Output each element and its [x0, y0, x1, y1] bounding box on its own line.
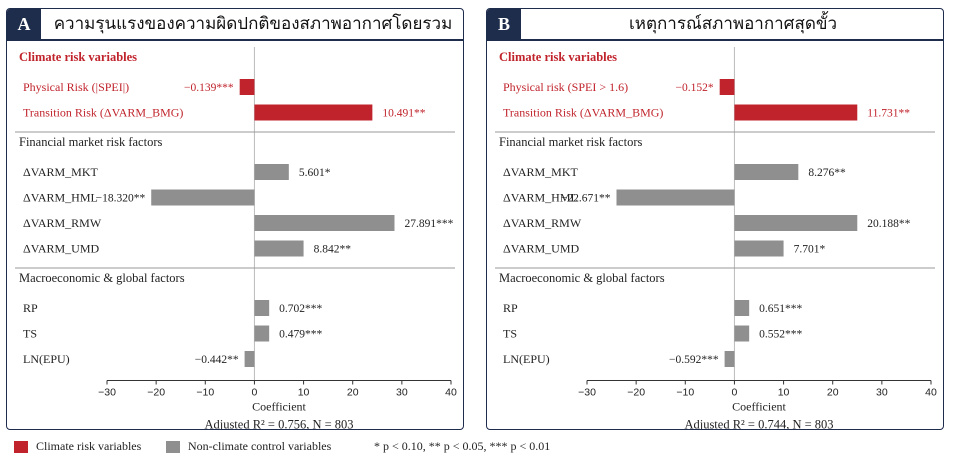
panel-letter-badge: B [487, 9, 521, 39]
legend-swatch-control [166, 441, 180, 453]
value-label: 10.491** [382, 108, 425, 120]
legend: Climate risk variables Non-climate contr… [14, 438, 954, 456]
row-label: ΔVARM_HML [503, 191, 578, 205]
row-label: Transition Risk (ΔVARM_BMG) [23, 106, 183, 120]
coefficient-bar [616, 189, 735, 206]
legend-label-control: Non-climate control variables [188, 439, 332, 453]
x-tick-label: −30 [98, 387, 116, 399]
coefficient-bar [734, 240, 784, 257]
row-label: ΔVARM_HML [23, 191, 98, 205]
value-label: 7.701* [794, 244, 826, 256]
row-label: ΔVARM_UMD [23, 242, 100, 256]
value-label: 11.731** [867, 108, 910, 120]
row-label: Transition Risk (ΔVARM_BMG) [503, 106, 663, 120]
value-label: 0.552*** [759, 329, 802, 341]
group-heading: Financial market risk factors [499, 135, 642, 149]
header-divider [487, 39, 943, 41]
row-label: LN(EPU) [23, 352, 70, 366]
coefficient-bar [151, 189, 255, 206]
value-label: −0.592*** [669, 354, 719, 366]
value-label: 8.842** [314, 244, 352, 256]
coefficient-bar [724, 351, 735, 367]
x-tick-label: −20 [147, 387, 165, 399]
group-heading: Climate risk variables [19, 50, 137, 64]
row-label: ΔVARM_MKT [503, 165, 579, 179]
row-label: RP [503, 301, 518, 315]
x-tick-label: 30 [396, 387, 408, 399]
value-label: −18.320** [96, 193, 146, 205]
value-label: −22.671** [561, 193, 611, 205]
chart-panel-b: B เหตุการณ์สภาพอากาศสุดขั้ว Climate risk… [486, 8, 944, 430]
header-divider [7, 39, 463, 41]
model-fit-footer: Adjusted R² = 0.744, N = 803 [684, 418, 833, 430]
row-label: TS [503, 327, 517, 341]
row-label: Physical risk (SPEI > 1.6) [503, 80, 628, 94]
coefficient-chart-a: Climate risk variables Physical Risk (|SP… [15, 47, 457, 430]
group-heading: Climate risk variables [499, 50, 617, 64]
coefficient-bar [734, 325, 750, 342]
group-heading: Financial market risk factors [19, 135, 162, 149]
row-label: ΔVARM_RMW [503, 216, 582, 230]
coefficient-bar [734, 104, 858, 121]
coefficient-chart-b: Climate risk variables Physical risk (SPE… [495, 47, 937, 430]
coefficient-bar [734, 164, 799, 180]
x-tick-label: 0 [732, 387, 738, 399]
row-label: RP [23, 301, 38, 315]
value-label: 27.891*** [404, 218, 453, 230]
x-tick-label: 20 [347, 387, 359, 399]
value-label: 5.601* [299, 167, 331, 179]
value-label: 8.276** [808, 167, 846, 179]
x-tick-label: −10 [196, 387, 214, 399]
x-axis-title: Coefficient [732, 400, 786, 414]
value-label: 20.188** [867, 218, 910, 230]
panel-letter-badge: A [7, 9, 41, 39]
coefficient-bar [254, 104, 373, 121]
coefficient-bar [239, 79, 255, 95]
panel-title: ความรุนแรงของความผิดปกติของสภาพอากาศโดยร… [53, 14, 453, 34]
row-label: ΔVARM_RMW [23, 216, 102, 230]
panel-header: B เหตุการณ์สภาพอากาศสุดขั้ว [487, 9, 943, 39]
group-heading: Macroeconomic & global factors [499, 271, 665, 285]
coefficient-bar [254, 325, 270, 342]
value-label: 0.479*** [279, 329, 322, 341]
row-label: ΔVARM_MKT [23, 165, 99, 179]
significance-note: * p < 0.10, ** p < 0.05, *** p < 0.01 [374, 439, 551, 453]
row-label: Physical Risk (|SPEI|) [23, 80, 129, 94]
coefficient-bar [734, 300, 750, 316]
coefficient-bar [254, 215, 395, 231]
x-tick-label: −10 [676, 387, 694, 399]
coefficient-bar [244, 351, 255, 367]
coefficient-bar [254, 300, 270, 316]
chart-panel-a: A ความรุนแรงของความผิดปกติของสภาพอากาศโด… [6, 8, 464, 430]
row-label: ΔVARM_UMD [503, 242, 580, 256]
model-fit-footer: Adjusted R² = 0.756, N = 803 [204, 418, 353, 430]
panel-header: A ความรุนแรงของความผิดปกติของสภาพอากาศโด… [7, 9, 463, 39]
group-heading: Macroeconomic & global factors [19, 271, 185, 285]
x-tick-label: −30 [578, 387, 596, 399]
x-tick-label: 30 [876, 387, 888, 399]
x-tick-label: 40 [925, 387, 937, 399]
legend-swatch-climate [14, 441, 28, 453]
coefficient-bar [254, 240, 304, 257]
x-tick-label: 40 [445, 387, 457, 399]
x-tick-label: 10 [298, 387, 310, 399]
x-tick-label: −20 [627, 387, 645, 399]
row-label: TS [23, 327, 37, 341]
value-label: −0.442** [195, 354, 239, 366]
value-label: −0.139*** [184, 82, 234, 94]
x-axis-title: Coefficient [252, 400, 306, 414]
row-label: LN(EPU) [503, 352, 550, 366]
coefficient-bar [734, 215, 858, 231]
value-label: 0.702*** [279, 303, 322, 315]
x-tick-label: 20 [827, 387, 839, 399]
value-label: 0.651*** [759, 303, 802, 315]
legend-label-climate: Climate risk variables [36, 439, 142, 453]
coefficient-bar [254, 164, 289, 180]
value-label: −0.152* [676, 82, 714, 94]
x-tick-label: 10 [778, 387, 790, 399]
x-tick-label: 0 [252, 387, 258, 399]
coefficient-bar [719, 79, 735, 95]
panel-title: เหตุการณ์สภาพอากาศสุดขั้ว [628, 14, 838, 34]
